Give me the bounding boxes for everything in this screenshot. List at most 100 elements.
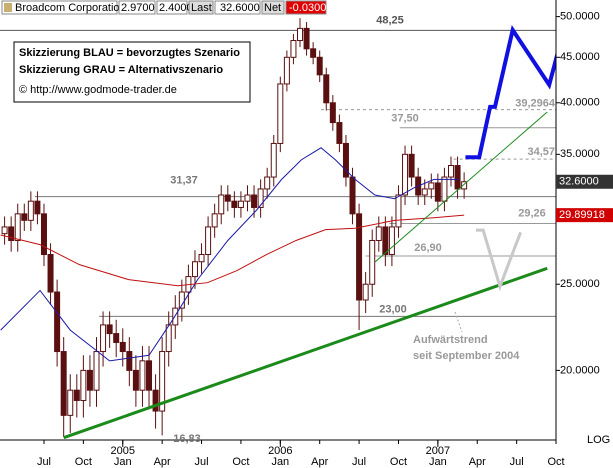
candle-body	[119, 341, 126, 353]
candle-body	[159, 351, 166, 412]
trend-note: Aufwärtstrend	[413, 334, 488, 346]
header-caption: Net	[264, 2, 281, 14]
candle-body	[303, 27, 310, 50]
candle-body	[139, 360, 146, 391]
x-tick-label: Jul	[352, 456, 366, 468]
level-label: 31,37	[170, 175, 198, 187]
candle-body	[224, 194, 231, 202]
candle-body	[441, 176, 448, 202]
legend-text: Skizzierung GRAU = Alternativszenario	[19, 64, 223, 76]
level-label: 37,50	[391, 113, 419, 125]
year-label: 2007	[426, 445, 450, 457]
candle-body	[126, 351, 133, 371]
line-series	[374, 111, 548, 263]
candle-body	[421, 188, 428, 196]
level-label: 26,90	[414, 242, 442, 254]
y-tick-label: 45.0000	[560, 51, 600, 63]
x-tick-label: Oct	[390, 456, 407, 468]
candle-body	[21, 213, 28, 221]
legend: Skizzierung BLAU = bevorzugtes Szenario …	[13, 41, 251, 103]
x-tick-label: Oct	[75, 456, 92, 468]
line-series	[0, 214, 465, 287]
level-label: 34,57	[527, 146, 555, 158]
header-net: -0.0300	[289, 2, 326, 14]
header-last: 32.6000	[220, 2, 260, 14]
candle-body	[40, 213, 47, 256]
header-icon	[4, 3, 12, 12]
legend-box	[13, 41, 251, 103]
level-label: 48,25	[376, 14, 404, 26]
legend-text: Skizzierung BLAU = bevorzugtes Szenario	[19, 47, 240, 59]
candle-body	[231, 200, 238, 208]
candle-body	[283, 56, 290, 85]
candle-body	[80, 369, 87, 401]
x-tick-label: Apr	[469, 456, 486, 468]
candle-body	[100, 324, 107, 353]
x-tick-label: Jul	[37, 456, 51, 468]
candle-body	[146, 360, 153, 391]
year-label: 2006	[268, 445, 292, 457]
line-series	[63, 266, 548, 440]
header-box	[118, 0, 156, 15]
candle-body	[257, 188, 264, 208]
header-box	[1, 0, 118, 15]
last-label-box	[556, 174, 613, 189]
header: Broadcom Corporation 2.9700 2.4000 Last …	[1, 0, 327, 15]
x-tick-label: Jan	[114, 456, 132, 468]
candle-body	[434, 182, 441, 202]
trend-pointer	[454, 311, 463, 333]
x-tick-label: Apr	[154, 456, 171, 468]
candle-body	[336, 122, 343, 144]
level-label: 23,00	[379, 303, 407, 315]
candle-body	[1, 226, 8, 235]
candle-body	[86, 369, 93, 391]
header-field: 2.9700	[121, 2, 155, 14]
candle-body	[106, 324, 113, 335]
candle-body	[461, 181, 468, 190]
header-box	[188, 0, 214, 15]
candle-body	[323, 74, 330, 104]
candle-body	[60, 351, 67, 416]
line-series	[465, 25, 556, 160]
candle-body	[8, 226, 15, 241]
y-tick-label: 25.0000	[560, 278, 600, 290]
candle-body	[316, 56, 323, 76]
candle-body	[14, 213, 21, 241]
candle-body	[329, 102, 336, 124]
header-box	[261, 0, 285, 15]
ma-label: 29.89918	[559, 209, 605, 221]
header-box	[214, 0, 261, 15]
header-caption: Last	[191, 2, 212, 14]
candle-body	[34, 200, 41, 215]
candle-body	[454, 165, 461, 190]
candle-body	[67, 389, 74, 416]
candle-body	[310, 48, 317, 58]
candle-body	[375, 226, 382, 241]
x-tick-label: Jul	[195, 456, 209, 468]
candle-body	[369, 239, 376, 285]
x-tick-label: Oct	[547, 456, 564, 468]
candle-body	[251, 194, 258, 208]
legend-text: © http://www.godmode-trader.de	[19, 84, 177, 96]
candle-body	[132, 369, 139, 391]
level-label: 29,26	[518, 207, 546, 219]
x-tick-label: Apr	[311, 456, 328, 468]
candle-body	[297, 27, 304, 42]
candle-body	[349, 176, 356, 215]
candle-body	[447, 165, 454, 178]
candle-body	[152, 389, 159, 412]
trend-note: seit September 2004	[413, 350, 520, 362]
header-box	[156, 0, 188, 15]
candle-body	[408, 153, 415, 178]
candle-body	[362, 283, 369, 301]
candle-body	[205, 226, 212, 256]
candle-body	[428, 182, 435, 190]
line-series	[0, 147, 459, 362]
candle-body	[47, 254, 54, 293]
candle-body	[402, 153, 409, 196]
scale-label: LOG	[587, 434, 610, 446]
x-tick-label: Jan	[271, 456, 289, 468]
candle-body	[113, 333, 120, 343]
header-box	[285, 0, 327, 15]
